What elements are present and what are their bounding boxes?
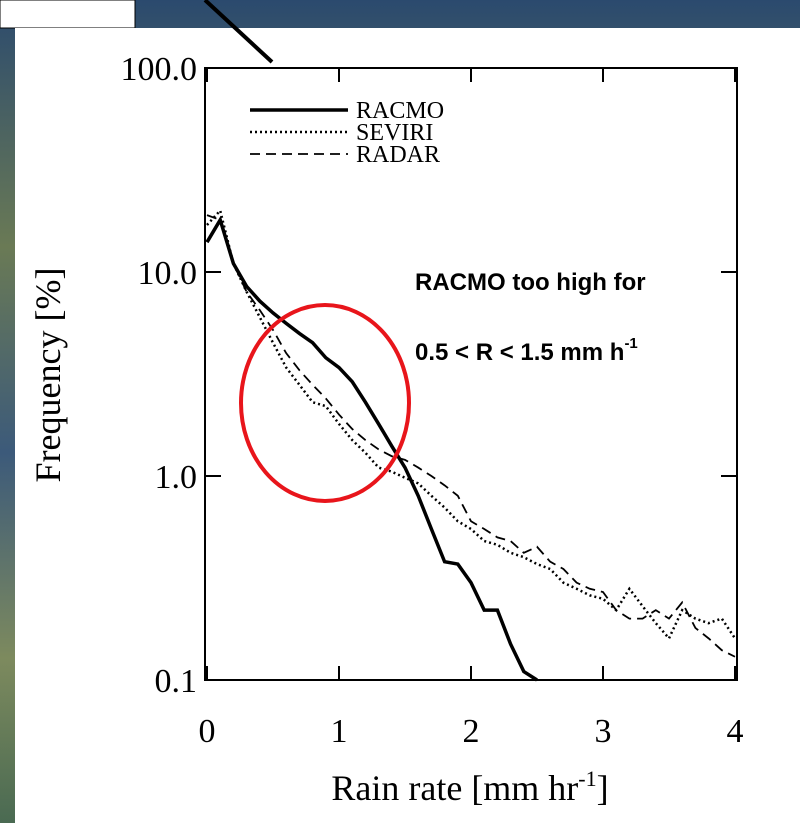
- legend-label: SEVIRI: [356, 120, 433, 146]
- y-tick-label: 100.0: [121, 51, 198, 88]
- annotation-sup: -1: [624, 335, 637, 352]
- x-tick-label: 4: [727, 713, 744, 750]
- series-line: [205, 215, 538, 682]
- legend-label: RADAR: [356, 142, 440, 168]
- y-tick-label: 1.0: [155, 459, 198, 496]
- annotation: RACMO too high for: [415, 269, 646, 296]
- series-line: [206, 214, 736, 658]
- x-axis-label-suffix: ]: [597, 768, 609, 808]
- x-axis-label-text: Rain rate [mm hr: [331, 768, 578, 808]
- x-tick-label: 0: [199, 713, 216, 750]
- pointer-line: [203, 0, 274, 64]
- corner-box: [0, 0, 136, 29]
- y-axis-label: Frequency [%]: [28, 268, 68, 483]
- x-tick-label: 3: [595, 713, 612, 750]
- annotation-text: 0.5 < R < 1.5 mm h: [415, 339, 624, 366]
- legend-label: RACMO: [356, 98, 444, 124]
- x-tick-label: 2: [463, 713, 480, 750]
- x-tick-label: 1: [331, 713, 348, 750]
- x-axis-label-sup: -1: [578, 766, 596, 791]
- annotation: 0.5 < R < 1.5 mm h-1: [415, 335, 638, 366]
- highlight-ellipse: [239, 303, 411, 503]
- y-tick-label: 0.1: [155, 663, 198, 700]
- series-line: [206, 208, 737, 641]
- y-tick-label: 10.0: [138, 255, 198, 292]
- plot: 100.0 10.0 1.0 0.10 1 2 3 4 Frequency [%] Rain ra…: [28, 51, 744, 808]
- x-axis-label: Rain rate [mm hr-1]: [331, 766, 608, 808]
